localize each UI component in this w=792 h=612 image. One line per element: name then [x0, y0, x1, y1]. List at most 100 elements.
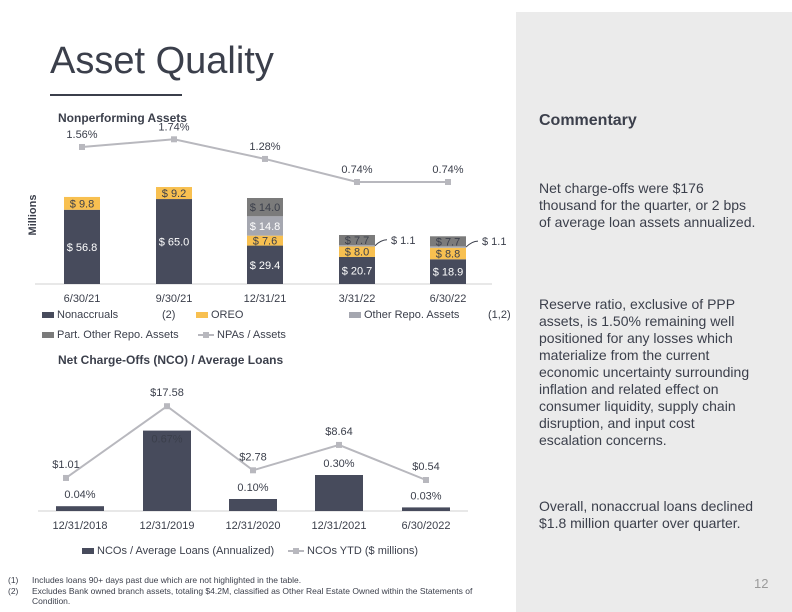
bar-other-repo-assets-4 — [430, 246, 466, 248]
bar-data-label: $ 7.6 — [253, 236, 277, 248]
x-tick-label: 12/31/2018 — [52, 520, 107, 532]
line-data-label: $17.58 — [150, 387, 184, 399]
nco-ytd-point — [423, 477, 429, 483]
nco-ytd-point — [250, 467, 256, 474]
bar-data-label: 0.03% — [410, 490, 441, 502]
npas-assets-point — [445, 179, 451, 185]
bar-data-label: $ 29.4 — [250, 260, 281, 272]
footnote-1: (1) Includes loans 90+ days past due whic… — [8, 575, 508, 585]
npas-assets-point — [262, 155, 268, 162]
bar-data-label: $ 8.8 — [436, 249, 460, 261]
footnote-number: (2) — [8, 586, 19, 596]
legend-line-swatch — [288, 547, 304, 555]
bar-part-other-repo-assets-3 — [339, 234, 375, 246]
legend-oreo: OREO — [196, 309, 243, 321]
bar-data-label: $ 20.7 — [342, 265, 373, 277]
legend-swatch — [42, 332, 54, 338]
bar-data-label: $ 8.0 — [345, 247, 369, 259]
legend-label: NCOs / Average Loans (Annualized) — [97, 545, 275, 557]
line-data-label: 1.28% — [249, 141, 280, 153]
legend-label: Other Repo. Assets — [364, 309, 460, 321]
footnote-text: Excludes Bank owned branch assets, total… — [32, 586, 473, 606]
y-axis-label: Millions — [27, 195, 39, 236]
callout-label: $ 1.1 — [391, 235, 415, 247]
npa-chart: Millions $ 56.8 $ 9.8 6/30/21 $ 65.0 $ 9.2 9/3… — [27, 121, 506, 305]
callout-leader — [374, 239, 388, 247]
npas-assets-point — [354, 179, 360, 185]
commentary-panel — [516, 12, 792, 612]
commentary-heading: Commentary — [539, 112, 637, 129]
legend-nonaccruals: Nonaccruals — [42, 309, 118, 321]
line-data-label: $1.01 — [52, 459, 80, 471]
page-title: Asset Quality — [50, 40, 274, 82]
legend-label: NCOs YTD ($ millions) — [307, 545, 419, 557]
legend-part-other-repo: Part. Other Repo. Assets — [42, 329, 179, 341]
bar-oreo-0 — [64, 196, 100, 210]
legend-label: NPAs / Assets — [217, 329, 286, 341]
nco-ytd-point — [164, 403, 170, 410]
x-tick-label: 12/31/2019 — [139, 520, 194, 532]
title-underline — [50, 94, 182, 96]
x-tick-label: 6/30/21 — [64, 293, 101, 305]
commentary-paragraph-2: Reserve ratio, exclusive of PPP assets, … — [539, 296, 750, 448]
legend-other-repo: Other Repo. Assets — [349, 309, 459, 321]
legend-npas-assets: NPAs / Assets — [198, 329, 286, 341]
legend-label: Nonaccruals — [57, 309, 119, 321]
x-tick-label: 12/31/21 — [244, 293, 287, 305]
nco-ytd-point — [63, 474, 69, 481]
bar-oreo-2 — [247, 235, 283, 246]
x-tick-label: 6/30/2022 — [402, 520, 451, 532]
nco-chart: 0.04% 12/31/2018 0.67% 12/31/2019 0.10% 12/31… — [38, 387, 468, 532]
line-data-label: 1.56% — [66, 129, 97, 141]
nco-ytd-point — [336, 441, 342, 448]
callout-label: $ 1.1 — [482, 236, 506, 248]
bar-data-label: $ 9.8 — [70, 198, 94, 210]
bar-part-other-repo-assets-4 — [430, 236, 466, 247]
x-tick-label: 9/30/21 — [156, 293, 193, 305]
bar-data-label: $ 14.0 — [250, 202, 281, 214]
bar-data-label: 0.30% — [323, 458, 354, 470]
bar-nonaccruals-2 — [247, 245, 283, 284]
line-data-label: 0.74% — [341, 164, 372, 176]
commentary-paragraph-3: Overall, nonaccrual loans declined $1.8 … — [539, 498, 754, 531]
bar-data-label: $ 7.7 — [345, 235, 369, 247]
line-data-label: $2.78 — [239, 451, 267, 463]
nco-ytd-line — [65, 404, 427, 481]
legend-label: OREO — [211, 309, 244, 321]
bar-nonaccruals-1 — [156, 199, 192, 284]
legend-line-swatch — [198, 331, 214, 339]
legend-swatch — [349, 312, 361, 318]
x-tick-label: 12/31/2021 — [311, 520, 366, 532]
legend-swatch — [82, 548, 94, 554]
x-tick-label: 6/30/22 — [430, 293, 467, 305]
bar-oreo-4 — [430, 247, 466, 260]
bar-data-label: $ 18.9 — [433, 267, 464, 279]
footnote-2: (2) Excludes Bank owned branch assets, to… — [8, 586, 508, 606]
bar-oreo-3 — [339, 246, 375, 257]
legend-note-1-2: (1,2) — [488, 309, 511, 321]
footnote-text: Includes loans 90+ days past due which a… — [32, 575, 302, 585]
legend-label: Part. Other Repo. Assets — [57, 329, 179, 341]
bar-nco-ratio-2 — [229, 499, 277, 511]
npas-assets-point — [79, 143, 85, 150]
bar-data-label: 0.04% — [64, 489, 95, 501]
nco-chart-title: Net Charge-Offs (NCO) / Average Loans — [58, 353, 284, 367]
bar-data-label: $ 9.2 — [162, 188, 186, 200]
bar-data-label: $ 7.7 — [436, 236, 460, 248]
bar-data-label: 0.67% — [151, 434, 182, 446]
line-data-label: $0.54 — [412, 461, 440, 473]
bar-nco-ratio-0 — [56, 506, 104, 511]
x-tick-label: 12/31/2020 — [225, 520, 280, 532]
bar-nonaccruals-3 — [339, 256, 375, 284]
bar-nco-ratio-3 — [315, 475, 363, 511]
legend-nco-ratio: NCOs / Average Loans (Annualized) — [82, 545, 274, 557]
bar-nco-ratio-1 — [143, 430, 191, 511]
line-data-label: 1.74% — [158, 121, 189, 133]
bar-nco-ratio-4 — [402, 507, 450, 511]
callout-leader — [465, 240, 479, 248]
line-data-label: 0.74% — [432, 164, 463, 176]
bar-other-repo-assets-2 — [247, 216, 283, 236]
legend-nco-ytd: NCOs YTD ($ millions) — [288, 545, 418, 557]
line-data-label: $8.64 — [325, 426, 353, 438]
npas-assets-point — [171, 136, 177, 143]
